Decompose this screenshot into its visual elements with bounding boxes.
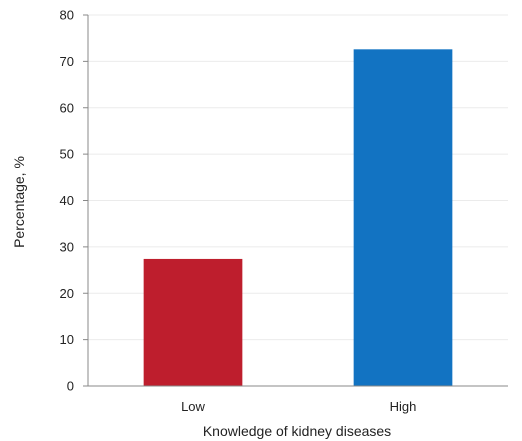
y-tick-label: 60 <box>60 100 74 115</box>
x-tick-label: Low <box>181 399 205 414</box>
bar-low <box>143 258 243 386</box>
x-tick-label: High <box>390 399 417 414</box>
y-tick-label: 20 <box>60 286 74 301</box>
bars <box>143 49 453 386</box>
y-tick-label: 10 <box>60 332 74 347</box>
y-axis-title: Percentage, % <box>11 156 27 248</box>
y-tick-label: 70 <box>60 54 74 69</box>
y-tick-label: 0 <box>67 379 74 394</box>
axes <box>87 15 508 387</box>
y-tick-label: 40 <box>60 193 74 208</box>
y-tick-label: 50 <box>60 147 74 162</box>
x-tick-labels: Low High <box>181 399 416 414</box>
bar-high <box>353 49 453 386</box>
x-axis-title: Knowledge of kidney diseases <box>203 423 391 439</box>
y-tick-labels: 0 10 20 30 40 50 60 70 80 <box>60 8 74 394</box>
y-tick-label: 30 <box>60 239 74 254</box>
y-tick-label: 80 <box>60 8 74 23</box>
